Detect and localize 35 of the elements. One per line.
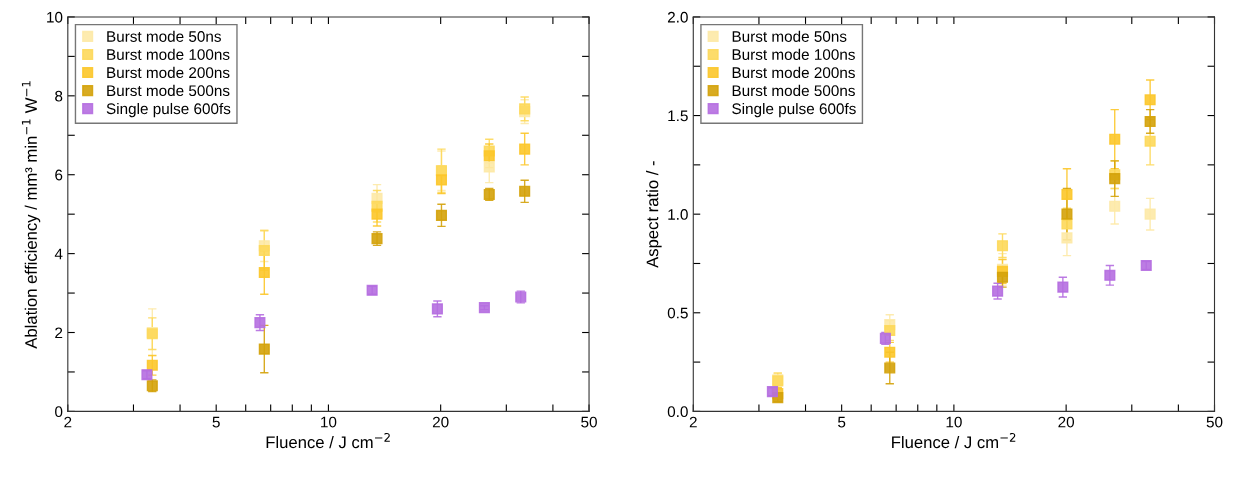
- y-tick-label: 6: [55, 169, 63, 181]
- x-tick-label: 5: [212, 416, 220, 428]
- legend-label: Single pulse 600fs: [106, 102, 231, 118]
- legend-label: Burst mode 500ns: [732, 84, 855, 97]
- legend-label: Burst mode 200ns: [732, 66, 855, 79]
- legend-label: Single pulse 600fs: [732, 102, 856, 118]
- x-axis-title: Fluence / J cm$^{−2}$: [266, 432, 390, 449]
- legend-label: Burst mode 50ns: [107, 30, 221, 42]
- y-tick-label: 0.0: [667, 406, 688, 418]
- y-axis-title: Ablation efficiency / mm³ min$^{−1}$ W$^{−1}$: [21, 81, 41, 349]
- x-tick-label: 2: [689, 416, 697, 428]
- legend-label: Burst mode 200ns: [107, 66, 230, 79]
- y-tick-label: 2.0: [667, 11, 688, 23]
- y-axis-title: Aspect ratio / -: [646, 161, 662, 268]
- x-tick-label: 50: [581, 416, 597, 428]
- x-tick-label: 20: [432, 416, 449, 428]
- y-tick-label: 10: [47, 11, 63, 23]
- legend-label: Burst mode 100ns: [732, 48, 855, 60]
- x-tick-label: 10: [321, 416, 337, 428]
- y-tick-label: 0.5: [667, 307, 688, 319]
- x-tick-label: 50: [1206, 416, 1223, 428]
- x-tick-label: 20: [1058, 416, 1075, 428]
- x-axis-title: Fluence / J cm$^{−2}$: [892, 432, 1016, 449]
- y-tick-label: 0: [55, 406, 63, 418]
- y-tick-label: 1.0: [668, 209, 688, 220]
- y-tick-label: 4: [54, 248, 63, 260]
- legend-label: Burst mode 500ns: [107, 84, 230, 97]
- x-tick-label: 10: [946, 416, 962, 428]
- x-tick-label: 2: [64, 416, 72, 428]
- legend-label: Burst mode 50ns: [732, 30, 847, 42]
- legend-label: Burst mode 100ns: [107, 48, 230, 60]
- x-tick-label: 5: [838, 416, 846, 428]
- y-tick-label: 1.5: [668, 110, 688, 122]
- y-tick-label: 8: [55, 90, 63, 102]
- y-tick-label: 2: [55, 327, 63, 339]
